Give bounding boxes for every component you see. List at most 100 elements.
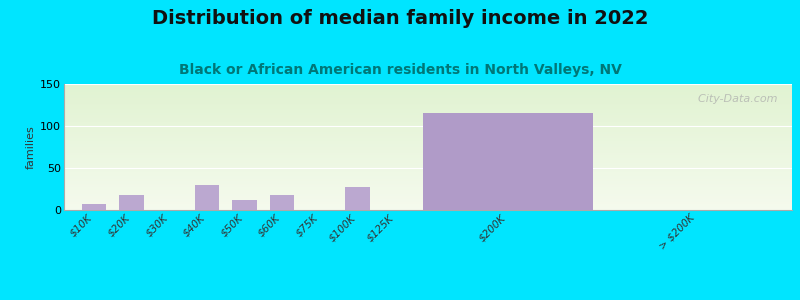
Bar	[64, 176, 792, 177]
Bar	[64, 90, 792, 92]
Bar	[64, 129, 792, 130]
Bar	[64, 89, 792, 90]
Bar	[64, 86, 792, 88]
Bar	[64, 121, 792, 122]
Bar	[64, 85, 792, 86]
Bar	[64, 97, 792, 98]
Bar	[64, 165, 792, 166]
Bar	[64, 173, 792, 175]
Bar	[64, 205, 792, 206]
Bar	[64, 124, 792, 126]
Bar	[64, 171, 792, 172]
Bar	[64, 151, 792, 152]
Bar	[64, 88, 792, 89]
Bar	[270, 195, 294, 210]
Bar	[64, 110, 792, 112]
Bar	[64, 178, 792, 180]
Bar	[64, 112, 792, 113]
Bar	[64, 145, 792, 146]
Bar	[64, 114, 792, 116]
Bar	[64, 128, 792, 129]
Text: Distribution of median family income in 2022: Distribution of median family income in …	[152, 9, 648, 28]
Bar	[64, 132, 792, 133]
Bar	[64, 104, 792, 105]
Bar	[64, 209, 792, 210]
Bar	[64, 160, 792, 161]
Bar	[64, 130, 792, 132]
Bar	[64, 166, 792, 167]
Bar	[64, 99, 792, 100]
Bar	[64, 133, 792, 134]
Bar	[64, 108, 792, 109]
Bar	[64, 100, 792, 102]
Bar	[64, 103, 792, 104]
Bar	[64, 95, 792, 97]
Bar	[64, 138, 792, 140]
Bar	[64, 102, 792, 103]
Bar	[64, 191, 792, 192]
Bar	[64, 186, 792, 187]
Bar	[64, 143, 792, 145]
Bar	[64, 117, 792, 118]
Bar	[64, 107, 792, 108]
Bar	[64, 180, 792, 181]
Bar	[64, 157, 792, 158]
Bar	[64, 190, 792, 191]
Bar	[64, 187, 792, 189]
Bar	[64, 105, 792, 107]
Bar	[64, 141, 792, 142]
Bar	[64, 148, 792, 149]
Bar	[64, 93, 792, 94]
Bar	[64, 147, 792, 148]
Bar	[64, 200, 792, 201]
Bar	[346, 187, 370, 210]
Bar	[64, 153, 792, 154]
Bar	[423, 113, 593, 210]
Bar	[64, 189, 792, 190]
Bar	[64, 161, 792, 162]
Text: Black or African American residents in North Valleys, NV: Black or African American residents in N…	[178, 63, 622, 77]
Bar	[64, 98, 792, 99]
Bar	[64, 92, 792, 93]
Bar	[64, 206, 792, 208]
Bar	[64, 182, 792, 184]
Bar	[64, 202, 792, 204]
Bar	[64, 116, 792, 117]
Bar	[64, 127, 792, 128]
Bar	[64, 162, 792, 164]
Bar	[82, 204, 106, 210]
Bar	[64, 84, 792, 85]
Y-axis label: families: families	[26, 125, 36, 169]
Bar	[64, 185, 792, 186]
Bar	[64, 197, 792, 199]
Bar	[64, 184, 792, 185]
Bar	[64, 181, 792, 182]
Bar	[64, 113, 792, 114]
Bar	[64, 123, 792, 124]
Bar	[64, 199, 792, 200]
Text: City-Data.com: City-Data.com	[691, 94, 778, 104]
Bar	[64, 204, 792, 205]
Bar	[64, 94, 792, 95]
Bar	[64, 192, 792, 194]
Bar	[64, 164, 792, 165]
Bar	[64, 156, 792, 157]
Bar	[64, 152, 792, 153]
Bar	[64, 172, 792, 173]
Bar	[64, 122, 792, 123]
Bar	[232, 200, 257, 210]
Bar	[64, 146, 792, 147]
Bar	[64, 126, 792, 127]
Bar	[64, 194, 792, 195]
Bar	[64, 195, 792, 196]
Bar	[64, 167, 792, 168]
Bar	[64, 149, 792, 151]
Bar	[194, 185, 219, 210]
Bar	[64, 140, 792, 141]
Bar	[64, 201, 792, 202]
Bar	[64, 154, 792, 156]
Bar	[64, 175, 792, 176]
Bar	[64, 119, 792, 121]
Bar	[64, 208, 792, 209]
Bar	[119, 195, 144, 210]
